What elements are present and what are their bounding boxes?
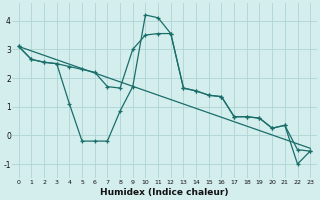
X-axis label: Humidex (Indice chaleur): Humidex (Indice chaleur) [100, 188, 229, 197]
